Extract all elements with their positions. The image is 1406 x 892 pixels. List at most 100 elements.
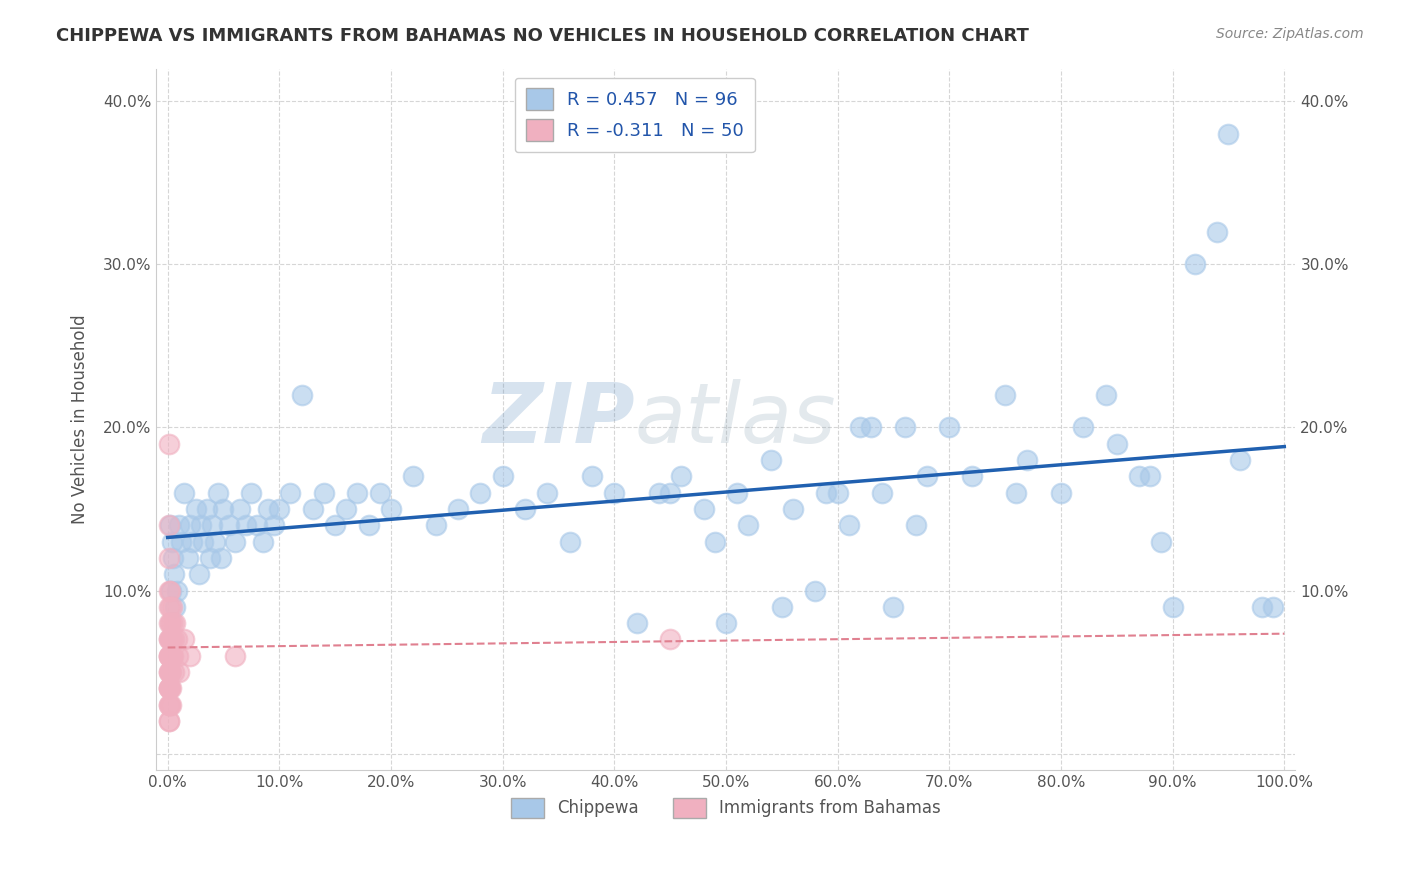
Point bbox=[335, 502, 357, 516]
Point bbox=[1184, 257, 1206, 271]
Point bbox=[163, 665, 186, 679]
Point bbox=[994, 388, 1017, 402]
Point bbox=[157, 665, 180, 679]
Point bbox=[160, 632, 183, 647]
Point bbox=[157, 681, 180, 696]
Point bbox=[301, 502, 323, 516]
Point bbox=[160, 632, 183, 647]
Point bbox=[770, 599, 793, 614]
Point bbox=[960, 469, 983, 483]
Point bbox=[157, 681, 180, 696]
Point bbox=[195, 502, 218, 516]
Point bbox=[252, 534, 274, 549]
Point bbox=[160, 698, 183, 712]
Point bbox=[1071, 420, 1094, 434]
Point bbox=[157, 648, 180, 663]
Point bbox=[860, 420, 883, 434]
Point bbox=[280, 485, 302, 500]
Y-axis label: No Vehicles in Household: No Vehicles in Household bbox=[72, 315, 89, 524]
Point bbox=[162, 616, 184, 631]
Point bbox=[357, 518, 380, 533]
Point bbox=[157, 583, 180, 598]
Point bbox=[815, 485, 838, 500]
Point bbox=[229, 502, 252, 516]
Point bbox=[1261, 599, 1284, 614]
Point bbox=[157, 632, 180, 647]
Point bbox=[1161, 599, 1184, 614]
Point bbox=[159, 648, 181, 663]
Point bbox=[170, 534, 193, 549]
Point bbox=[224, 534, 246, 549]
Point bbox=[181, 534, 204, 549]
Point bbox=[536, 485, 558, 500]
Text: Source: ZipAtlas.com: Source: ZipAtlas.com bbox=[1216, 27, 1364, 41]
Point bbox=[1105, 436, 1128, 450]
Point bbox=[159, 698, 181, 712]
Point bbox=[160, 599, 183, 614]
Point bbox=[513, 502, 536, 516]
Point bbox=[204, 534, 226, 549]
Point bbox=[160, 648, 183, 663]
Point bbox=[177, 550, 200, 565]
Point bbox=[157, 599, 180, 614]
Point bbox=[849, 420, 872, 434]
Point bbox=[160, 665, 183, 679]
Point bbox=[218, 518, 240, 533]
Point bbox=[159, 681, 181, 696]
Point bbox=[1218, 127, 1240, 141]
Point bbox=[159, 583, 181, 598]
Point bbox=[179, 518, 201, 533]
Point bbox=[165, 616, 187, 631]
Point bbox=[323, 518, 346, 533]
Point bbox=[827, 485, 849, 500]
Text: CHIPPEWA VS IMMIGRANTS FROM BAHAMAS NO VEHICLES IN HOUSEHOLD CORRELATION CHART: CHIPPEWA VS IMMIGRANTS FROM BAHAMAS NO V… bbox=[56, 27, 1029, 45]
Point bbox=[157, 681, 180, 696]
Point bbox=[157, 616, 180, 631]
Point bbox=[558, 534, 581, 549]
Point bbox=[159, 518, 181, 533]
Point bbox=[159, 616, 181, 631]
Point bbox=[1150, 534, 1173, 549]
Point bbox=[782, 502, 804, 516]
Point bbox=[167, 518, 190, 533]
Point bbox=[1251, 599, 1274, 614]
Point bbox=[893, 420, 915, 434]
Point bbox=[190, 518, 212, 533]
Point bbox=[173, 485, 195, 500]
Point bbox=[198, 550, 221, 565]
Point bbox=[209, 550, 232, 565]
Point bbox=[159, 665, 181, 679]
Point bbox=[447, 502, 470, 516]
Point bbox=[162, 648, 184, 663]
Point bbox=[1139, 469, 1161, 483]
Legend: Chippewa, Immigrants from Bahamas: Chippewa, Immigrants from Bahamas bbox=[505, 791, 948, 825]
Point bbox=[714, 616, 737, 631]
Point bbox=[160, 583, 183, 598]
Point bbox=[492, 469, 515, 483]
Point bbox=[1206, 225, 1229, 239]
Point bbox=[157, 648, 180, 663]
Point bbox=[1050, 485, 1073, 500]
Text: atlas: atlas bbox=[636, 379, 837, 459]
Point bbox=[212, 502, 235, 516]
Point bbox=[157, 714, 180, 728]
Point bbox=[938, 420, 960, 434]
Point bbox=[187, 567, 209, 582]
Point bbox=[163, 632, 186, 647]
Point bbox=[160, 534, 183, 549]
Point bbox=[235, 518, 257, 533]
Point bbox=[166, 632, 188, 647]
Point bbox=[193, 534, 215, 549]
Point bbox=[312, 485, 335, 500]
Point bbox=[346, 485, 368, 500]
Point bbox=[703, 534, 725, 549]
Point bbox=[263, 518, 285, 533]
Point bbox=[224, 648, 246, 663]
Point bbox=[269, 502, 291, 516]
Point bbox=[1017, 453, 1039, 467]
Point bbox=[157, 714, 180, 728]
Point bbox=[603, 485, 626, 500]
Point bbox=[737, 518, 759, 533]
Point bbox=[659, 632, 682, 647]
Point bbox=[1005, 485, 1028, 500]
